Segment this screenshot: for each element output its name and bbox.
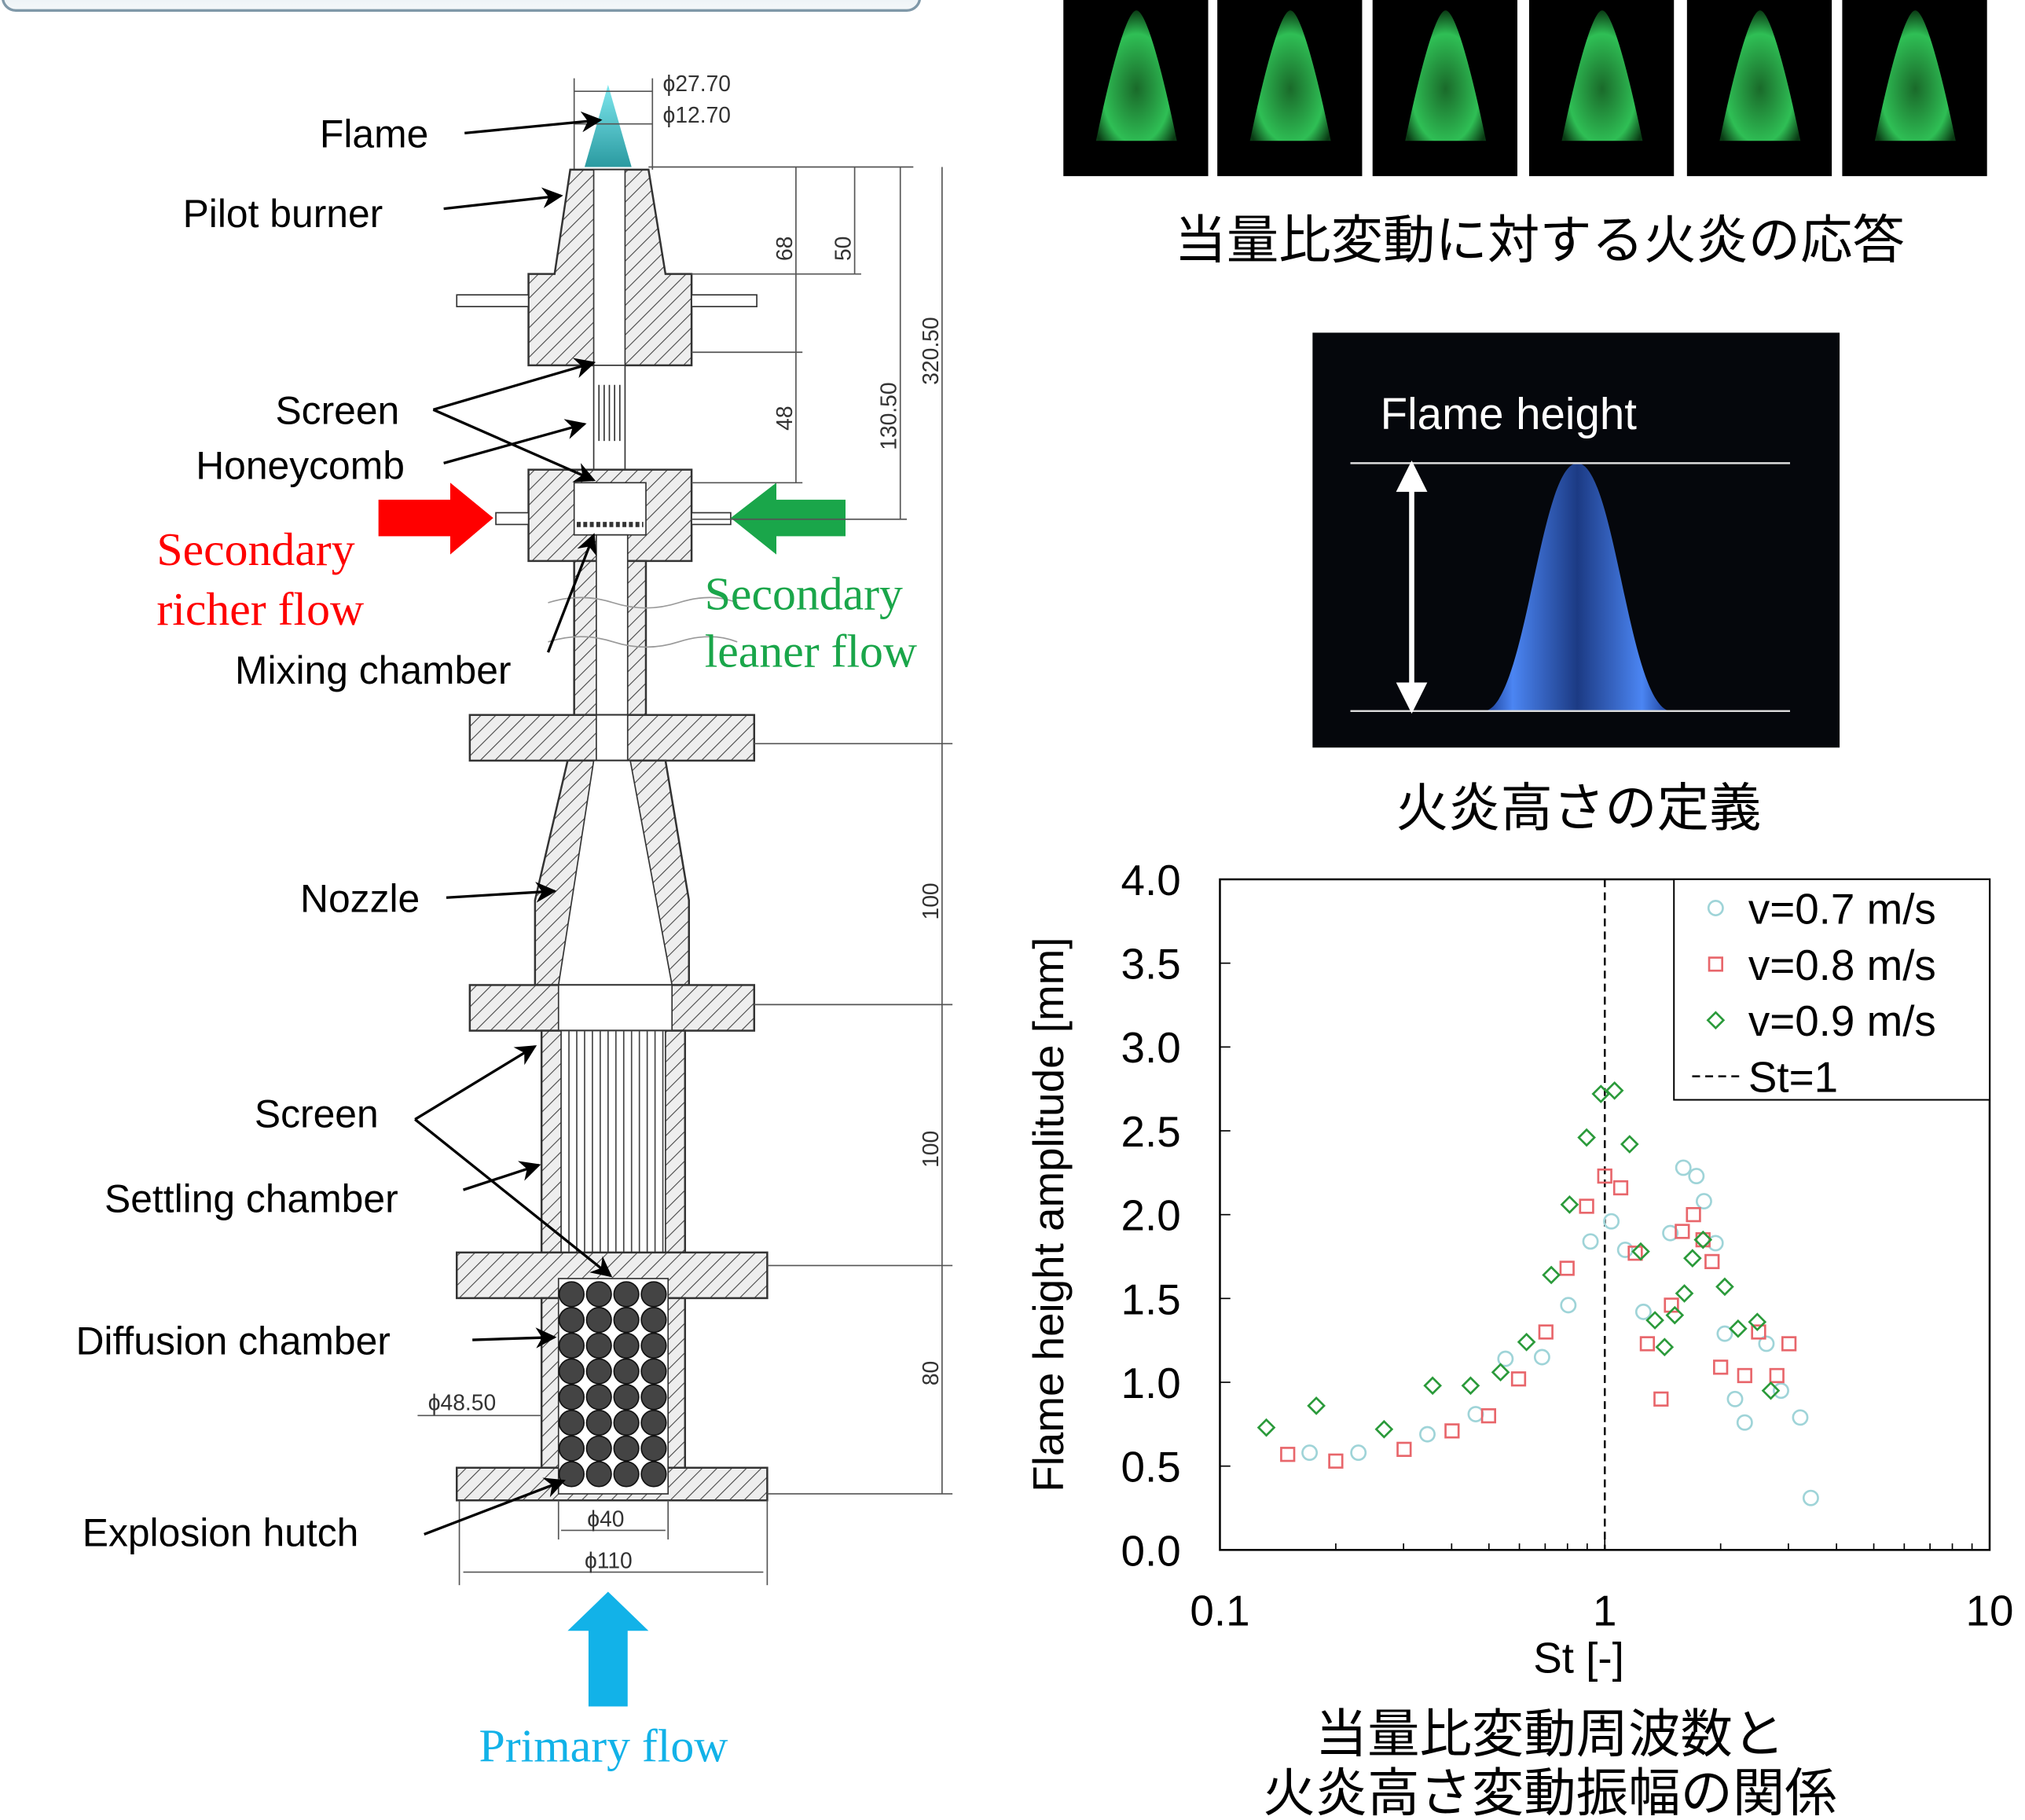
label: Explosion hutch: [83, 1510, 359, 1554]
label: Pilot burner: [183, 192, 383, 236]
legend-label: St=1: [1748, 1053, 1838, 1102]
dimension: 80: [918, 1361, 943, 1385]
label: Screen: [275, 389, 399, 433]
label: Secondary: [156, 523, 354, 575]
flame-snapshots: [1063, 0, 1986, 176]
y-tick-label: 2.0: [1121, 1191, 1181, 1240]
caption: 火炎高さの定義: [1396, 780, 1762, 838]
burner-schematic: [379, 79, 952, 1707]
x-tick-label: 1: [1593, 1587, 1616, 1635]
figure: Flame Pilot burner Screen Honeycomb Seco…: [0, 0, 2025, 1820]
y-tick-label: 3.0: [1121, 1023, 1181, 1072]
label: Honeycomb: [196, 443, 405, 487]
label: Flame height: [1381, 389, 1638, 438]
label: Diffusion chamber: [75, 1319, 390, 1363]
dimension: 68: [772, 237, 797, 261]
legend-label: v=0.9 m/s: [1748, 996, 1936, 1045]
caption: 当量比変動に対する火炎の応答: [1174, 212, 1904, 270]
dimension: ϕ110: [585, 1548, 633, 1573]
dimension: 48: [772, 405, 797, 430]
x-tick-label: 0.1: [1190, 1587, 1249, 1635]
dimension: ϕ12.70: [663, 102, 731, 127]
dimension: 100: [918, 882, 943, 919]
label: Screen: [255, 1092, 379, 1136]
diagram-labels: Flame Pilot burner Screen Honeycomb Seco…: [75, 71, 942, 1771]
label: Primary flow: [479, 1719, 728, 1771]
y-tick-label: 1.0: [1121, 1359, 1181, 1407]
dimension: ϕ48.50: [428, 1390, 496, 1415]
dimension: 130.50: [876, 382, 901, 449]
caption: 当量比変動周波数と: [1315, 1706, 1785, 1764]
legend-label: v=0.8 m/s: [1748, 941, 1936, 989]
dimension: 320.50: [918, 317, 943, 384]
header-box: [2, 0, 919, 10]
dimension: ϕ40: [587, 1506, 624, 1531]
label: Mixing chamber: [235, 648, 511, 692]
y-tick-label: 4.0: [1121, 856, 1181, 904]
y-tick-label: 0.5: [1121, 1443, 1181, 1492]
page: Burner schematic and flame response html…: [0, 0, 2025, 1820]
y-axis-label: Flame height amplitude [mm]: [1024, 938, 1073, 1492]
legend-label: v=0.7 m/s: [1748, 884, 1936, 933]
x-tick-label: 10: [1966, 1587, 2014, 1635]
label: richer flow: [156, 583, 364, 635]
x-axis-label: St [-]: [1533, 1633, 1624, 1682]
y-tick-label: 2.5: [1121, 1107, 1181, 1156]
y-tick-label: 3.5: [1121, 940, 1181, 989]
label: Settling chamber: [105, 1176, 398, 1220]
dimension: ϕ27.70: [663, 71, 731, 96]
caption: 火炎高さ変動振幅の関係: [1263, 1764, 1836, 1820]
body: Flame Pilot burner Screen Honeycomb Seco…: [0, 0, 2025, 1820]
flame-height-panel: Flame height: [1312, 332, 1840, 747]
y-tick-label: 0.0: [1121, 1526, 1181, 1575]
scatter-chart: Flame height amplitude [mm] St [-] 当量比変動…: [1024, 856, 2013, 1820]
dimension: 50: [831, 237, 856, 261]
y-tick-label: 1.5: [1121, 1275, 1181, 1323]
dimension: 100: [918, 1131, 943, 1168]
label: Nozzle: [300, 876, 420, 920]
label: Secondary: [705, 567, 903, 619]
label: leaner flow: [705, 625, 917, 677]
label: Flame: [320, 112, 428, 156]
